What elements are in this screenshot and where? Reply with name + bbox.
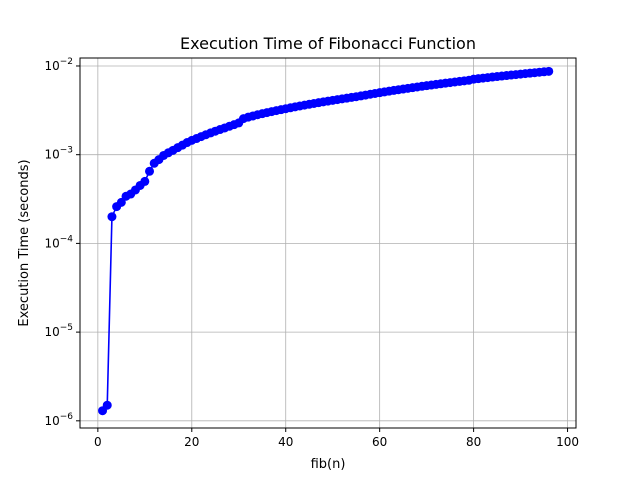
x-tick-label: 80: [466, 435, 481, 449]
x-tick-label: 60: [372, 435, 387, 449]
data-point: [107, 212, 117, 222]
series-layer: [98, 66, 554, 416]
x-tick-label: 40: [278, 435, 293, 449]
y-axis-label: Execution Time (seconds): [17, 159, 32, 326]
x-axis-ticks: 0 20 40 60 80 100: [94, 428, 579, 449]
y-tick-label: 10−6: [44, 412, 73, 428]
y-tick-label: 10−4: [44, 234, 73, 250]
x-tick-label: 20: [184, 435, 199, 449]
grid-lines: [80, 58, 576, 428]
x-axis-label: fib(n): [311, 457, 346, 472]
data-point: [140, 176, 150, 186]
x-tick-label: 0: [94, 435, 102, 449]
data-point: [116, 197, 126, 207]
y-axis-ticks: 10−6 10−5 10−4 10−3 10−2: [44, 57, 80, 428]
x-tick-label: 100: [556, 435, 579, 449]
y-tick-label: 10−5: [44, 323, 73, 339]
chart-title: Execution Time of Fibonacci Function: [180, 34, 476, 53]
y-tick-label: 10−2: [44, 57, 73, 73]
data-point: [544, 66, 554, 76]
data-point: [145, 166, 155, 176]
data-point: [102, 400, 112, 410]
series-line: [101, 70, 549, 412]
y-tick-label: 10−3: [44, 146, 73, 162]
